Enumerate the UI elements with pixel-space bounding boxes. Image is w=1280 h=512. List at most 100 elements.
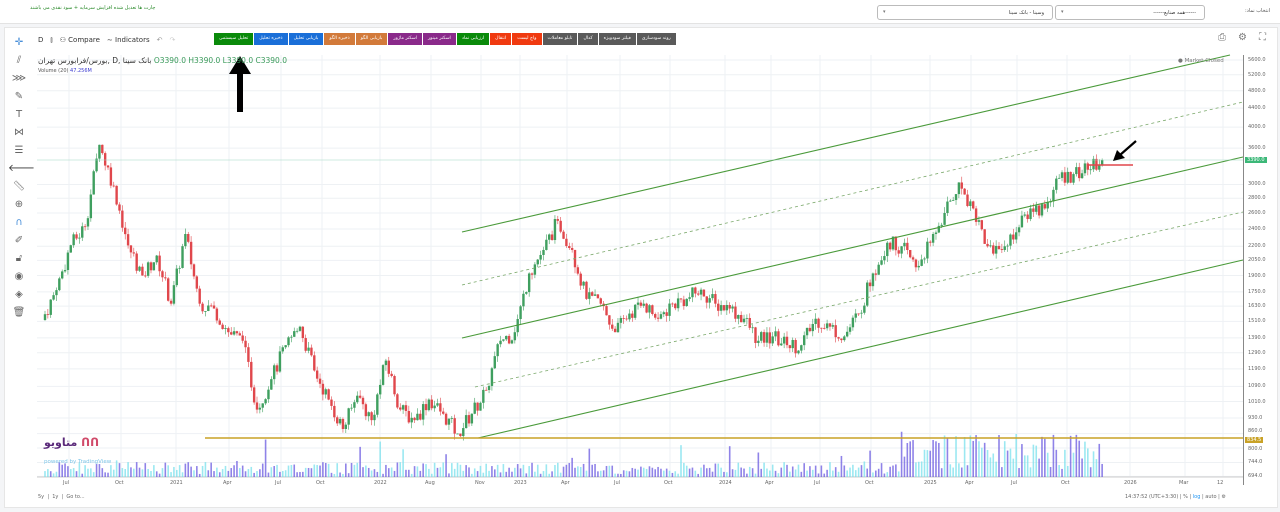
candle bbox=[1078, 167, 1081, 179]
gear-icon[interactable]: ⚙ bbox=[1238, 32, 1247, 43]
candle bbox=[696, 293, 700, 295]
redo-icon[interactable]: ↷ bbox=[169, 36, 176, 44]
toolbar-button[interactable]: کدال bbox=[578, 33, 598, 45]
volume-bar bbox=[410, 473, 413, 477]
volume-bar bbox=[356, 462, 359, 477]
volume-bar bbox=[680, 445, 682, 477]
text-icon[interactable]: T bbox=[15, 109, 23, 120]
zoom-in-icon[interactable]: ⊕ bbox=[14, 199, 24, 210]
range-1y[interactable]: 1y bbox=[52, 494, 59, 500]
volume-bar bbox=[181, 472, 184, 477]
candle bbox=[659, 314, 663, 319]
volume-bar bbox=[284, 470, 287, 477]
toolbar-button[interactable]: ارزیابی نماد bbox=[456, 33, 490, 45]
candle bbox=[768, 332, 772, 344]
toolbar-button[interactable]: فیلتر سودویژه bbox=[598, 33, 636, 45]
channel-lower-mid bbox=[474, 211, 1244, 388]
camera-icon[interactable]: ⎙ bbox=[1218, 32, 1227, 43]
fullscreen-icon[interactable]: ⛶ bbox=[1259, 32, 1266, 43]
candle bbox=[848, 327, 852, 332]
toolbar-button[interactable]: انتقال bbox=[490, 33, 512, 45]
powered-by[interactable]: powered by TradingView bbox=[44, 459, 112, 465]
volume-bar bbox=[390, 467, 393, 477]
undo-icon[interactable]: ↶ bbox=[156, 36, 163, 44]
volume-bar bbox=[64, 463, 66, 477]
candle bbox=[86, 218, 90, 227]
industry-select[interactable]: ▾ ------همه صنایع------ bbox=[1055, 5, 1205, 20]
candle-type-icon[interactable]: ⫾ bbox=[50, 35, 53, 44]
measure-icon[interactable]: ☰ bbox=[14, 145, 24, 156]
candle bbox=[419, 413, 422, 420]
candle bbox=[462, 428, 465, 437]
trash-icon[interactable]: 🗑︎ bbox=[12, 307, 26, 318]
volume-bar bbox=[124, 469, 127, 477]
pattern-icon[interactable]: ⋈ bbox=[14, 127, 24, 138]
log-toggle[interactable]: log bbox=[1192, 494, 1201, 500]
compare-button[interactable]: ⚇ Compare bbox=[59, 36, 100, 44]
indicators-button[interactable]: ∼ Indicators bbox=[106, 36, 150, 44]
candle bbox=[1075, 167, 1078, 175]
crosshair-icon[interactable]: ✛ bbox=[14, 37, 24, 48]
volume-bar bbox=[786, 464, 788, 477]
volume-bar bbox=[493, 469, 496, 477]
volume-bar bbox=[350, 462, 353, 477]
volume-bar bbox=[711, 471, 714, 477]
magnet-icon[interactable]: ∩ bbox=[15, 217, 23, 228]
toolbar-button[interactable]: ذخیره الگو bbox=[324, 33, 355, 45]
eye-icon[interactable]: ◉ bbox=[14, 271, 24, 282]
volume-bar bbox=[1006, 450, 1009, 477]
time-tick: Jul bbox=[814, 480, 821, 486]
candle bbox=[144, 275, 147, 277]
candle bbox=[235, 331, 239, 334]
range-5y[interactable]: 5y bbox=[38, 494, 45, 500]
trendline-icon[interactable]: ⫽ bbox=[16, 55, 22, 66]
candle bbox=[711, 294, 714, 299]
toolbar-button[interactable]: اسکنر مینور bbox=[422, 33, 456, 45]
toolbar-button[interactable]: بازیابی الگو bbox=[355, 33, 388, 45]
price-axis[interactable]: 5600.0 5200.0 4800.0 4400.0 4000.0 3600.0 3000… bbox=[1243, 55, 1277, 485]
volume-bar bbox=[416, 466, 419, 477]
interval-button[interactable]: D bbox=[38, 36, 44, 44]
goto-button[interactable]: Go to... bbox=[66, 494, 85, 500]
candle bbox=[665, 312, 668, 316]
time-tick: 2026 bbox=[1124, 480, 1137, 486]
arrow-left-icon[interactable]: 🡐 bbox=[8, 163, 35, 174]
layers-icon[interactable]: ◈ bbox=[15, 289, 23, 300]
volume-bar bbox=[430, 473, 433, 477]
toolbar-button[interactable]: واچ لیست bbox=[512, 33, 542, 45]
auto-toggle[interactable]: auto bbox=[1205, 494, 1217, 500]
lock-drawing-icon[interactable]: ✐ bbox=[14, 235, 24, 246]
volume-bar bbox=[1021, 444, 1023, 477]
fib-icon[interactable]: ⋙ bbox=[11, 73, 27, 84]
lock-icon[interactable]: 🔓︎ bbox=[15, 253, 23, 264]
toolbar-button[interactable]: تابلو معاملات bbox=[542, 33, 578, 45]
candle bbox=[530, 273, 534, 275]
volume-bar bbox=[1035, 445, 1038, 477]
volume-bar bbox=[44, 471, 46, 477]
candle bbox=[350, 407, 353, 409]
toolbar-button[interactable]: بازیابی تحلیل bbox=[288, 33, 324, 45]
symbol-select[interactable]: ▾ وسینا - بانک سینا bbox=[877, 5, 1053, 20]
ruler-icon[interactable]: 📏︎ bbox=[12, 181, 26, 192]
candle bbox=[1029, 208, 1032, 220]
volume-bar bbox=[1092, 451, 1095, 477]
candle bbox=[791, 339, 794, 349]
toolbar-button[interactable]: روند سودسازی bbox=[636, 33, 676, 45]
candle bbox=[691, 287, 694, 298]
settings-icon[interactable]: ⚙ bbox=[1221, 494, 1226, 500]
candle bbox=[401, 405, 405, 410]
volume-bar bbox=[451, 463, 453, 477]
percent-toggle[interactable]: % bbox=[1183, 494, 1188, 500]
volume-bar bbox=[671, 472, 674, 477]
candle bbox=[1035, 205, 1038, 212]
toolbar-button[interactable]: تحلیل سیستمی bbox=[214, 33, 254, 45]
candle bbox=[310, 347, 313, 356]
candle bbox=[301, 326, 305, 339]
volume-bar bbox=[144, 463, 147, 477]
toolbar-button[interactable]: ذخیره تحلیل bbox=[254, 33, 288, 45]
toolbar-button[interactable]: اسکنر ماژور bbox=[388, 33, 422, 45]
brush-icon[interactable]: ✎ bbox=[14, 91, 24, 102]
volume-bar bbox=[966, 465, 969, 477]
candle bbox=[181, 246, 184, 268]
